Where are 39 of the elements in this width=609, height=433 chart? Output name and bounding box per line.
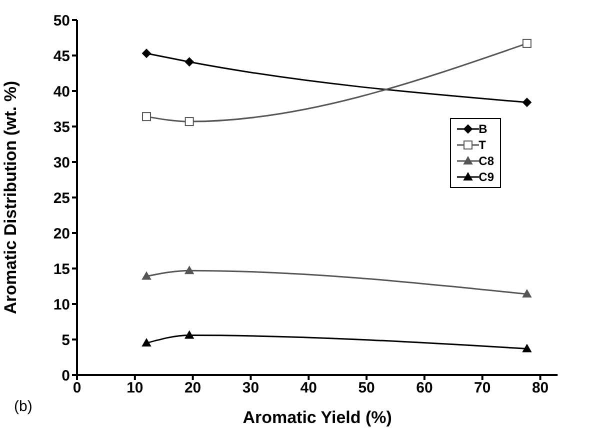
y-tick-label: 0	[62, 367, 70, 384]
text: (b)	[14, 398, 32, 415]
legend-label: T	[478, 138, 486, 152]
point	[522, 344, 532, 352]
point	[184, 266, 194, 274]
x-tick-label: 0	[72, 380, 82, 397]
x-tick-label: 20	[184, 380, 202, 397]
point	[522, 38, 532, 48]
point	[184, 330, 194, 339]
y-tick-label: 20	[53, 225, 70, 242]
legend-label: B	[478, 122, 488, 136]
y-tick-label: 25	[53, 190, 70, 207]
point	[522, 290, 532, 298]
point	[142, 338, 151, 347]
x-tick-label: 60	[416, 380, 433, 397]
point	[184, 117, 194, 126]
point	[184, 57, 194, 66]
point	[142, 48, 151, 58]
x-axis-title: Aromatic Yield (%)	[242, 408, 392, 427]
y-tick-label: 30	[53, 154, 70, 172]
legend-label: C8	[478, 154, 494, 168]
point	[142, 272, 151, 280]
point	[142, 112, 151, 122]
point	[522, 98, 532, 107]
x-tick-label: 80	[532, 380, 549, 397]
y-tick-label: 5	[62, 332, 70, 349]
x-tick-label: 30	[242, 380, 260, 397]
x-tick-label: 70	[474, 380, 491, 397]
y-tick-label: 10	[53, 296, 70, 314]
legend-label: C9	[478, 170, 494, 184]
y-axis-title: Aromatic Distribution (wt. %)	[1, 80, 20, 314]
y-tick-label: 45	[53, 48, 70, 65]
x-tick-label: 40	[300, 380, 317, 397]
y-tick-label: 40	[53, 83, 70, 100]
x-tick-label: 10	[126, 380, 144, 397]
y-tick-label: 35	[53, 118, 70, 136]
y-tick-label: 50	[53, 12, 70, 30]
y-tick-label: 15	[53, 260, 70, 278]
x-tick-label: 50	[358, 380, 375, 397]
